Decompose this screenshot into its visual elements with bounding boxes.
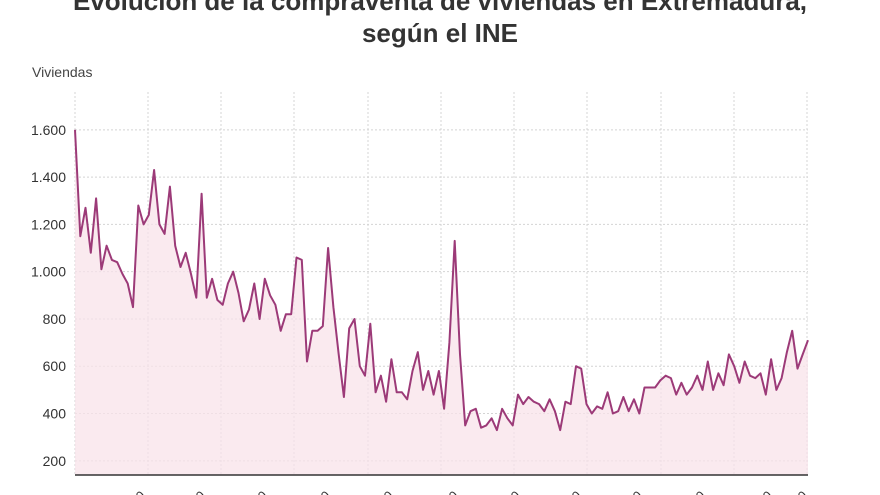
chart-title-line-1: Evolución de la compraventa de viviendas… xyxy=(72,0,808,16)
x-tick-label: 20 xyxy=(249,488,270,495)
y-tick-label: 600 xyxy=(43,358,67,374)
chart-title-line-2: según el INE xyxy=(361,18,519,48)
x-tick-label: 20 xyxy=(687,488,708,495)
x-tick-label: 20 xyxy=(624,488,645,495)
x-tick-label: 20 xyxy=(375,488,396,495)
x-tick-label: 20 xyxy=(563,488,584,495)
x-tick-label: A0 xyxy=(788,488,810,495)
y-tick-label: 1.200 xyxy=(31,216,66,232)
y-tick-label: 200 xyxy=(43,453,67,469)
x-tick-label: 20 xyxy=(127,488,148,495)
y-tick-labels: 200 400 600 800 1.000 1.200 1.400 1.600 xyxy=(31,122,66,469)
y-tick-label: 400 xyxy=(43,406,67,422)
x-tick-label: 20 xyxy=(187,488,208,495)
series-line xyxy=(74,129,809,432)
x-tick-label: 20 xyxy=(312,488,333,495)
y-tick-label: 1.600 xyxy=(31,122,66,138)
y-tick-label: 800 xyxy=(43,311,67,327)
x-tick-label: 20 xyxy=(754,488,775,495)
x-tick-label: 20 xyxy=(440,488,461,495)
series-area-fill xyxy=(75,129,808,476)
y-tick-label: 1.000 xyxy=(31,264,66,280)
x-tick-labels: 20 20 20 20 20 20 20 20 20 20 20 A0 xyxy=(127,488,810,495)
y-tick-label: 1.400 xyxy=(31,169,66,185)
x-tick-label: 20 xyxy=(502,488,523,495)
y-axis-label: Viviendas xyxy=(32,64,93,80)
